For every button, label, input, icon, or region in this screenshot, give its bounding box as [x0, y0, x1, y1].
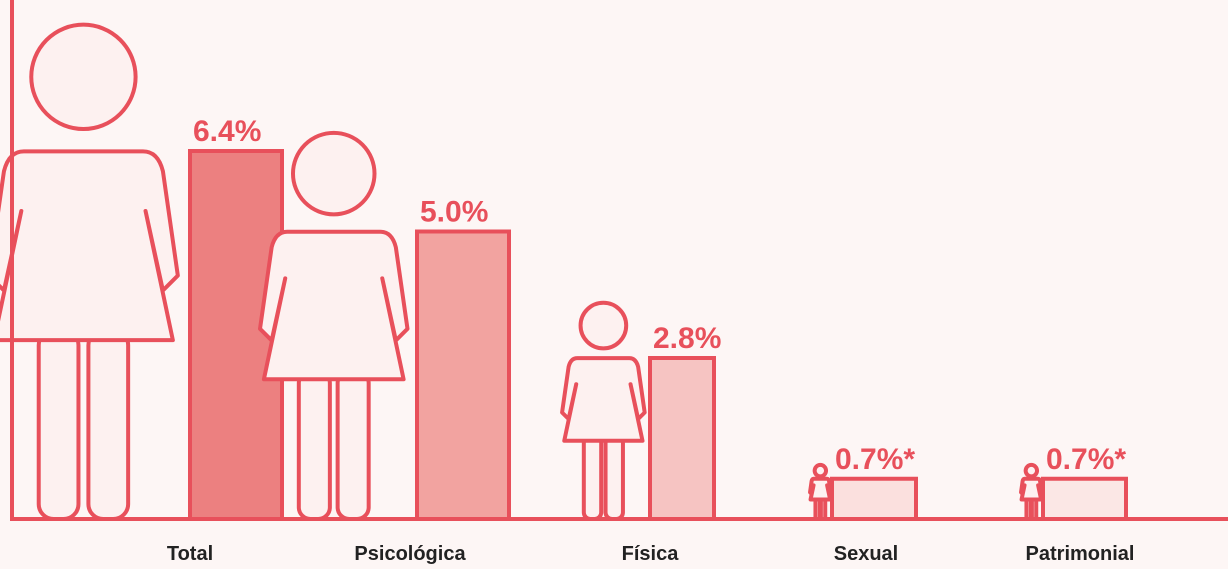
value-label: 6.4%	[193, 115, 261, 148]
value-label: 5.0%	[420, 196, 488, 229]
icon-dress	[0, 151, 178, 340]
icon-dress	[810, 479, 831, 500]
icon-head	[815, 465, 826, 476]
icon-leg	[1032, 498, 1036, 519]
value-label: 0.7%*	[835, 443, 915, 476]
icon-dress	[260, 232, 407, 379]
icon-leg	[299, 372, 330, 519]
bar	[417, 232, 509, 520]
icon-leg	[39, 330, 79, 519]
icon-head	[293, 133, 375, 215]
icon-head	[31, 25, 135, 129]
icon-head	[1026, 465, 1037, 476]
x-tick-label: Patrimonial	[1026, 543, 1135, 565]
icon-leg	[821, 498, 825, 519]
icon-leg	[88, 330, 128, 519]
bar	[1043, 479, 1126, 519]
icon-leg	[606, 436, 623, 519]
bar	[832, 479, 916, 519]
x-tick-label: Sexual	[834, 543, 898, 565]
icon-leg	[584, 436, 601, 519]
bar	[650, 358, 714, 519]
icon-dress	[1021, 479, 1042, 500]
value-label: 0.7%*	[1046, 443, 1126, 476]
icon-leg	[338, 372, 369, 519]
x-tick-label: Psicológica	[354, 543, 466, 565]
icon-dress	[562, 358, 645, 441]
icon-head	[581, 303, 627, 349]
page: 6.4% Total 5.0% Psicológica 2.8% Física 0.7%* S…	[0, 0, 1228, 569]
chart: 6.4% Total 5.0% Psicológica 2.8% Física 0.7%* S…	[0, 0, 1228, 569]
x-tick-label: Total	[167, 543, 213, 565]
value-label: 2.8%	[653, 322, 721, 355]
x-tick-label: Física	[622, 543, 680, 565]
